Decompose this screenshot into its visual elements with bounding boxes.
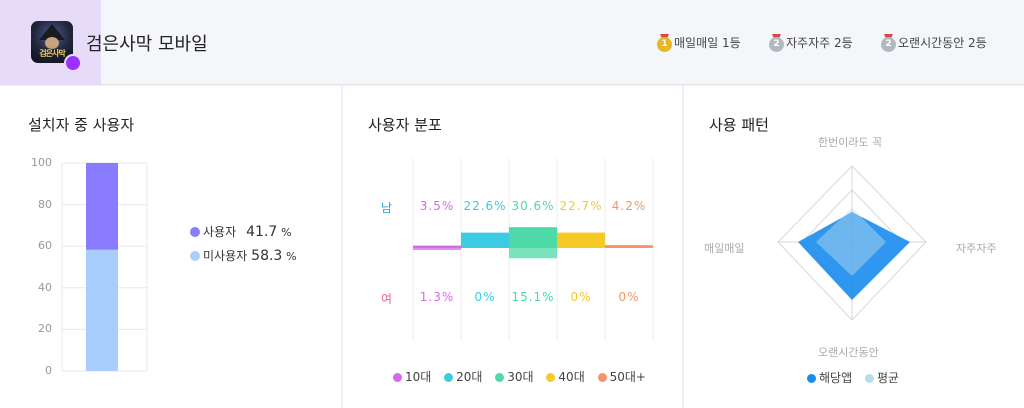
legend-10s: 10대 [393,370,431,384]
dot-icon [807,374,816,383]
legend-non-users: 미사용자 58.3 % [190,247,297,264]
dot-icon [546,373,556,382]
male-bar-30대 [509,227,557,248]
app-icon-container[interactable]: 검은사막 [0,0,101,85]
legend-average: 평균 [864,371,899,385]
legend-pct: 58.3 [251,248,283,264]
legend-unit: % [281,226,292,239]
face-shape [45,37,59,49]
female-bar-10대 [413,248,461,250]
male-bar-40대 [557,232,605,248]
dot-icon [597,373,607,382]
card-title: 사용자 분포 [368,116,442,134]
legend-this-app: 해당앱 [807,371,852,385]
app-title: 검은사막 모바일 [86,34,208,55]
legend-pct: 41.7 [246,224,278,240]
female-label: 여 [381,292,393,306]
female-value-label: 0% [474,290,496,304]
y-tick-label: 0 [45,364,52,377]
radar-axis-left-label: 매일매일 [704,242,745,255]
legend-40s: 40대 [546,370,585,384]
app-icon-logo-text: 검은사막 [39,49,65,58]
bar-users [86,163,118,250]
distribution-chart [412,158,654,340]
bar-non-users [86,249,118,371]
radar-axis-top-label: 한번이라도 꼭 [818,136,883,149]
male-label: 남 [381,201,393,215]
install-bar-chart [61,162,148,372]
legend-unit: % [286,250,297,263]
rank-badge-long-time: 2 오랜시간동안 2등 [881,34,987,52]
rank-badge-frequent: 2 자주자주 2등 [769,34,853,52]
app-badge-dot [64,54,82,72]
silver-medal-icon: 2 [881,34,896,52]
legend-label: 사용자 [203,225,237,239]
dot-icon [495,373,505,382]
radar-app-area [798,212,910,300]
legend-50s: 50대+ [597,370,646,384]
radar-legend: 해당앱 평균 [807,369,908,386]
y-tick-label: 20 [38,322,52,336]
male-bar-20대 [461,232,509,248]
legend-30s: 30대 [495,370,534,384]
y-tick-label: 60 [38,239,52,253]
radar-axis-bottom-label: 오랜시간동안 [818,346,879,359]
y-tick-label: 100 [31,156,52,169]
radar-axis-right-label: 자주자주 [956,242,997,255]
hat-shape [39,24,65,40]
legend-users: 사용자 41.7 % [190,223,292,240]
male-value-label: 3.5% [419,199,455,213]
female-value-label: 0% [618,290,640,304]
female-value-label: 15.1% [511,290,555,304]
female-value-label: 0% [570,290,592,304]
male-bar-10대 [413,245,461,248]
silver-medal-icon: 2 [769,34,784,52]
radar-chart [777,165,927,321]
rank-label: 오랜시간동안 2등 [898,36,987,50]
card-title: 설치자 중 사용자 [28,116,135,134]
dot-icon [393,373,402,382]
male-value-label: 22.6% [463,199,507,213]
male-value-label: 22.7% [559,199,603,213]
users-dot-icon [190,227,200,237]
radar-average-area [816,208,886,276]
y-tick-label: 80 [38,197,52,211]
app-header: 검은사막 검은사막 모바일 1 매일매일 1등 2 자주자주 2등 2 오랜시간동안 … [0,0,1024,85]
legend-20s: 20대 [444,370,482,384]
dot-icon [444,373,454,382]
non-users-dot-icon [190,251,200,261]
y-tick-label: 40 [38,280,52,294]
male-value-label: 4.2% [611,199,647,213]
male-bar-50대+ [605,245,653,248]
male-value-label: 30.6% [511,199,555,213]
female-bar-30대 [509,248,557,259]
user-distribution-card: 사용자 분포 남 여 3.5% 1.3% 22.6% 0% 30.6% 15.1% 22.7… [343,86,682,408]
gold-medal-icon: 1 [657,34,672,52]
install-users-card: 설치자 중 사용자 100 80 60 40 20 0 사용자 41.7 % 미사용자 58.… [0,86,341,408]
rank-label: 매일매일 1등 [674,36,741,50]
card-title: 사용 패턴 [709,116,769,134]
female-value-label: 1.3% [419,290,455,304]
usage-pattern-card: 사용 패턴 한번이라도 꼭 자주자주 오랜시간동안 매일매일 해당앱 평균 [684,86,1024,408]
age-legend: 10대 20대 30대 40대 50대+ [393,368,655,385]
rank-badge-daily: 1 매일매일 1등 [657,34,741,52]
legend-label: 미사용자 [203,249,248,263]
rank-label: 자주자주 2등 [786,36,853,50]
dot-icon [864,374,874,383]
